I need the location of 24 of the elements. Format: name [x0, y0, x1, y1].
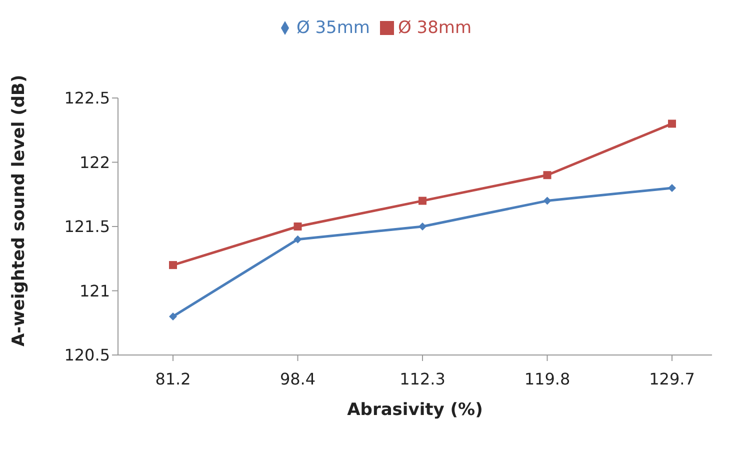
point	[294, 222, 302, 230]
y-tick-label: 121	[79, 281, 110, 300]
x-tick-label: 81.2	[155, 369, 191, 388]
y-tick-label: 120.5	[64, 346, 110, 365]
legend-label: Ø 35mm	[296, 18, 370, 38]
point	[294, 235, 302, 244]
y-tick-label: 121.5	[64, 217, 110, 236]
x-axis-title: Abrasivity (%)	[347, 400, 483, 420]
x-tick-label: 98.4	[280, 369, 316, 388]
point	[418, 222, 426, 230]
x-tick-label: 112.3	[400, 369, 446, 388]
point	[543, 196, 552, 205]
point	[169, 261, 177, 270]
point	[668, 184, 676, 192]
point	[668, 120, 676, 128]
point	[169, 312, 177, 320]
point	[418, 196, 426, 205]
x-tick-label: 119.8	[524, 369, 570, 388]
point	[543, 171, 552, 180]
y-axis-title: A-weighted sound level (dB)	[9, 74, 30, 346]
y-tick-label: 122	[79, 152, 110, 172]
y-tick-label: 122.5	[64, 88, 110, 108]
x-tick-label: 129.7	[649, 369, 695, 388]
legend-label: Ø 38mm	[398, 18, 472, 38]
